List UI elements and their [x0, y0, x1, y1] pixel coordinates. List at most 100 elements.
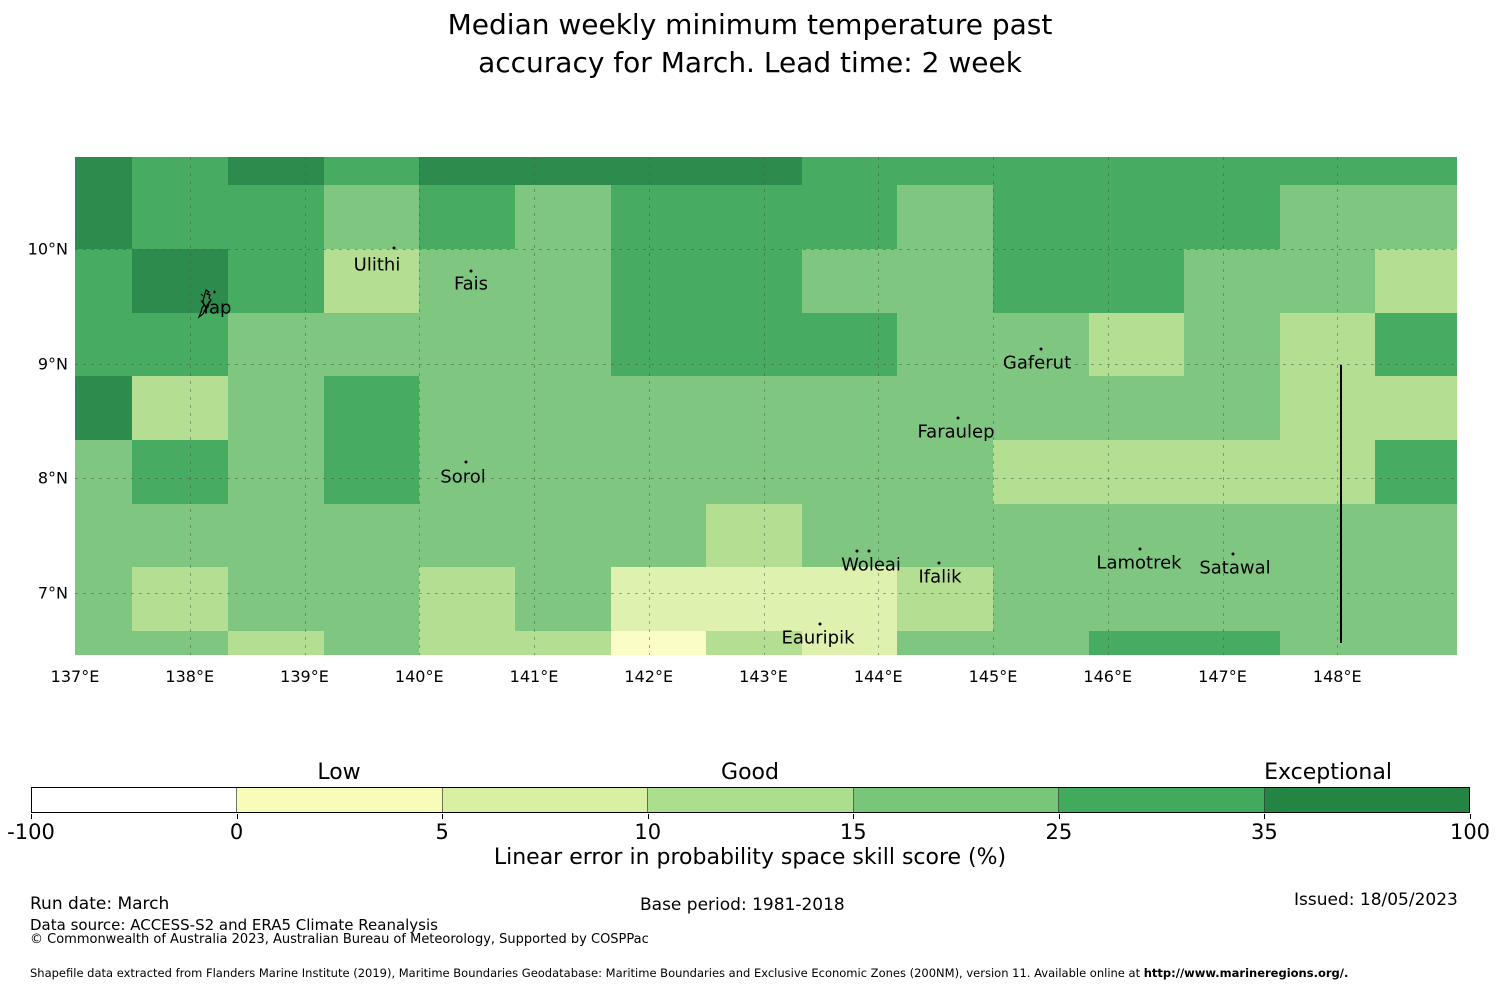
grid-cell [706, 185, 803, 250]
grid-cell [610, 440, 707, 505]
grid-cell [706, 503, 803, 568]
graticule-meridian [1107, 157, 1109, 655]
grid-cell [514, 567, 612, 632]
grid-cell [419, 157, 516, 186]
island-marker-sorol [464, 460, 468, 464]
grid-cell [514, 249, 612, 314]
grid-cell [1088, 630, 1185, 656]
x-tick-label: 144°E [853, 667, 903, 686]
x-tick-label: 139°E [280, 667, 329, 686]
island-label-eauripik: Eauripik [781, 627, 855, 649]
colorbar-tick-label: 100 [1449, 820, 1491, 844]
grid-cell [1184, 185, 1281, 250]
grid-cell [227, 567, 325, 632]
grid-cell [1184, 312, 1281, 377]
grid-cell [993, 249, 1090, 314]
colorbar-segment [32, 788, 238, 812]
island-marker-woleai [855, 549, 859, 553]
island-label-satawal: Satawal [1199, 557, 1271, 579]
island-label-gaferut: Gaferut [1002, 352, 1072, 374]
grid-cell [1375, 440, 1458, 505]
grid-cell [419, 630, 516, 656]
grid-cell [610, 185, 707, 250]
graticule-meridian [648, 157, 650, 655]
grid-cell [801, 185, 898, 250]
x-tick-label: 141°E [509, 667, 559, 686]
x-tick-label: 143°E [739, 667, 788, 686]
grid-cell [993, 630, 1090, 656]
grid-cell [1088, 312, 1185, 377]
grid-cell [993, 185, 1090, 250]
colorbar-segment [237, 788, 443, 812]
run-date-text: Run date: March [30, 894, 170, 914]
x-tick-label: 140°E [394, 667, 444, 686]
grid-cell [897, 249, 994, 314]
grid-cell [897, 503, 994, 568]
grid-cell [227, 503, 325, 568]
grid-cell [1088, 157, 1185, 186]
colorbar [31, 787, 1470, 813]
island-label-woleai: Woleai [841, 554, 901, 576]
grid-cell [419, 249, 516, 314]
grid-cell [1279, 376, 1376, 441]
graticule-meridian [304, 157, 306, 655]
grid-cell [132, 630, 229, 656]
island-label-sorol: Sorol [440, 466, 486, 488]
grid-cell [132, 185, 229, 250]
grid-cell [1279, 185, 1376, 250]
colorbar-category-good: Good [721, 760, 779, 785]
grid-cell [610, 630, 707, 656]
grid-cell [706, 630, 803, 656]
grid-cell [75, 567, 133, 632]
grid-cell [993, 503, 1090, 568]
grid-cell [323, 312, 420, 377]
grid-cell [801, 567, 898, 632]
grid-cell [323, 376, 420, 441]
shapefile-attribution-text: Shapefile data extracted from Flanders M… [30, 966, 1348, 980]
grid-cell [75, 440, 133, 505]
colorbar-tick-label: 15 [839, 820, 867, 844]
colorbar-segment [1059, 788, 1265, 812]
graticule-parallel [75, 592, 1457, 594]
grid-cell [1279, 440, 1376, 505]
grid-cell [323, 440, 420, 505]
grid-cell [419, 567, 516, 632]
shapefile-attribution-body: Shapefile data extracted from Flanders M… [30, 966, 1144, 980]
x-tick-label: 142°E [624, 667, 674, 686]
chart-title: Median weekly minimum temperature past a… [0, 6, 1500, 82]
island-label-yap: Yap [200, 297, 232, 319]
grid-cell [227, 312, 325, 377]
grid-cell [75, 157, 133, 186]
grid-cell [227, 249, 325, 314]
x-tick-label: 147°E [1198, 667, 1247, 686]
grid-cell [323, 157, 420, 186]
grid-cell [75, 630, 133, 656]
grid-cell [132, 440, 229, 505]
grid-cell [801, 503, 898, 568]
grid-cell [1375, 312, 1458, 377]
grid-cell [610, 249, 707, 314]
grid-cell [1088, 249, 1185, 314]
grid-cell [323, 630, 420, 656]
grid-cell [801, 630, 898, 656]
grid-cell [801, 440, 898, 505]
shapefile-attribution-url: http://www.marineregions.org/. [1143, 966, 1349, 980]
grid-cell [75, 249, 133, 314]
grid-cell [1088, 185, 1185, 250]
island-marker-gaferut [1039, 347, 1043, 351]
colorbar-tick-mark [1264, 814, 1266, 819]
y-tick-label: 8°N [37, 468, 68, 488]
grid-cell [1184, 249, 1281, 314]
x-tick-label: 148°E [1312, 667, 1362, 686]
colorbar-tick-label: 35 [1251, 820, 1278, 844]
grid-cell [514, 440, 612, 505]
grid-cell [706, 249, 803, 314]
grid-cell [610, 376, 707, 441]
grid-cell [227, 376, 325, 441]
colorbar-segment [853, 788, 1060, 812]
x-tick-label: 137°E [50, 667, 100, 686]
grid-cell [227, 440, 325, 505]
graticule-meridian [419, 157, 421, 655]
eez-boundary-line [1340, 365, 1342, 643]
grid-cell [706, 567, 803, 632]
